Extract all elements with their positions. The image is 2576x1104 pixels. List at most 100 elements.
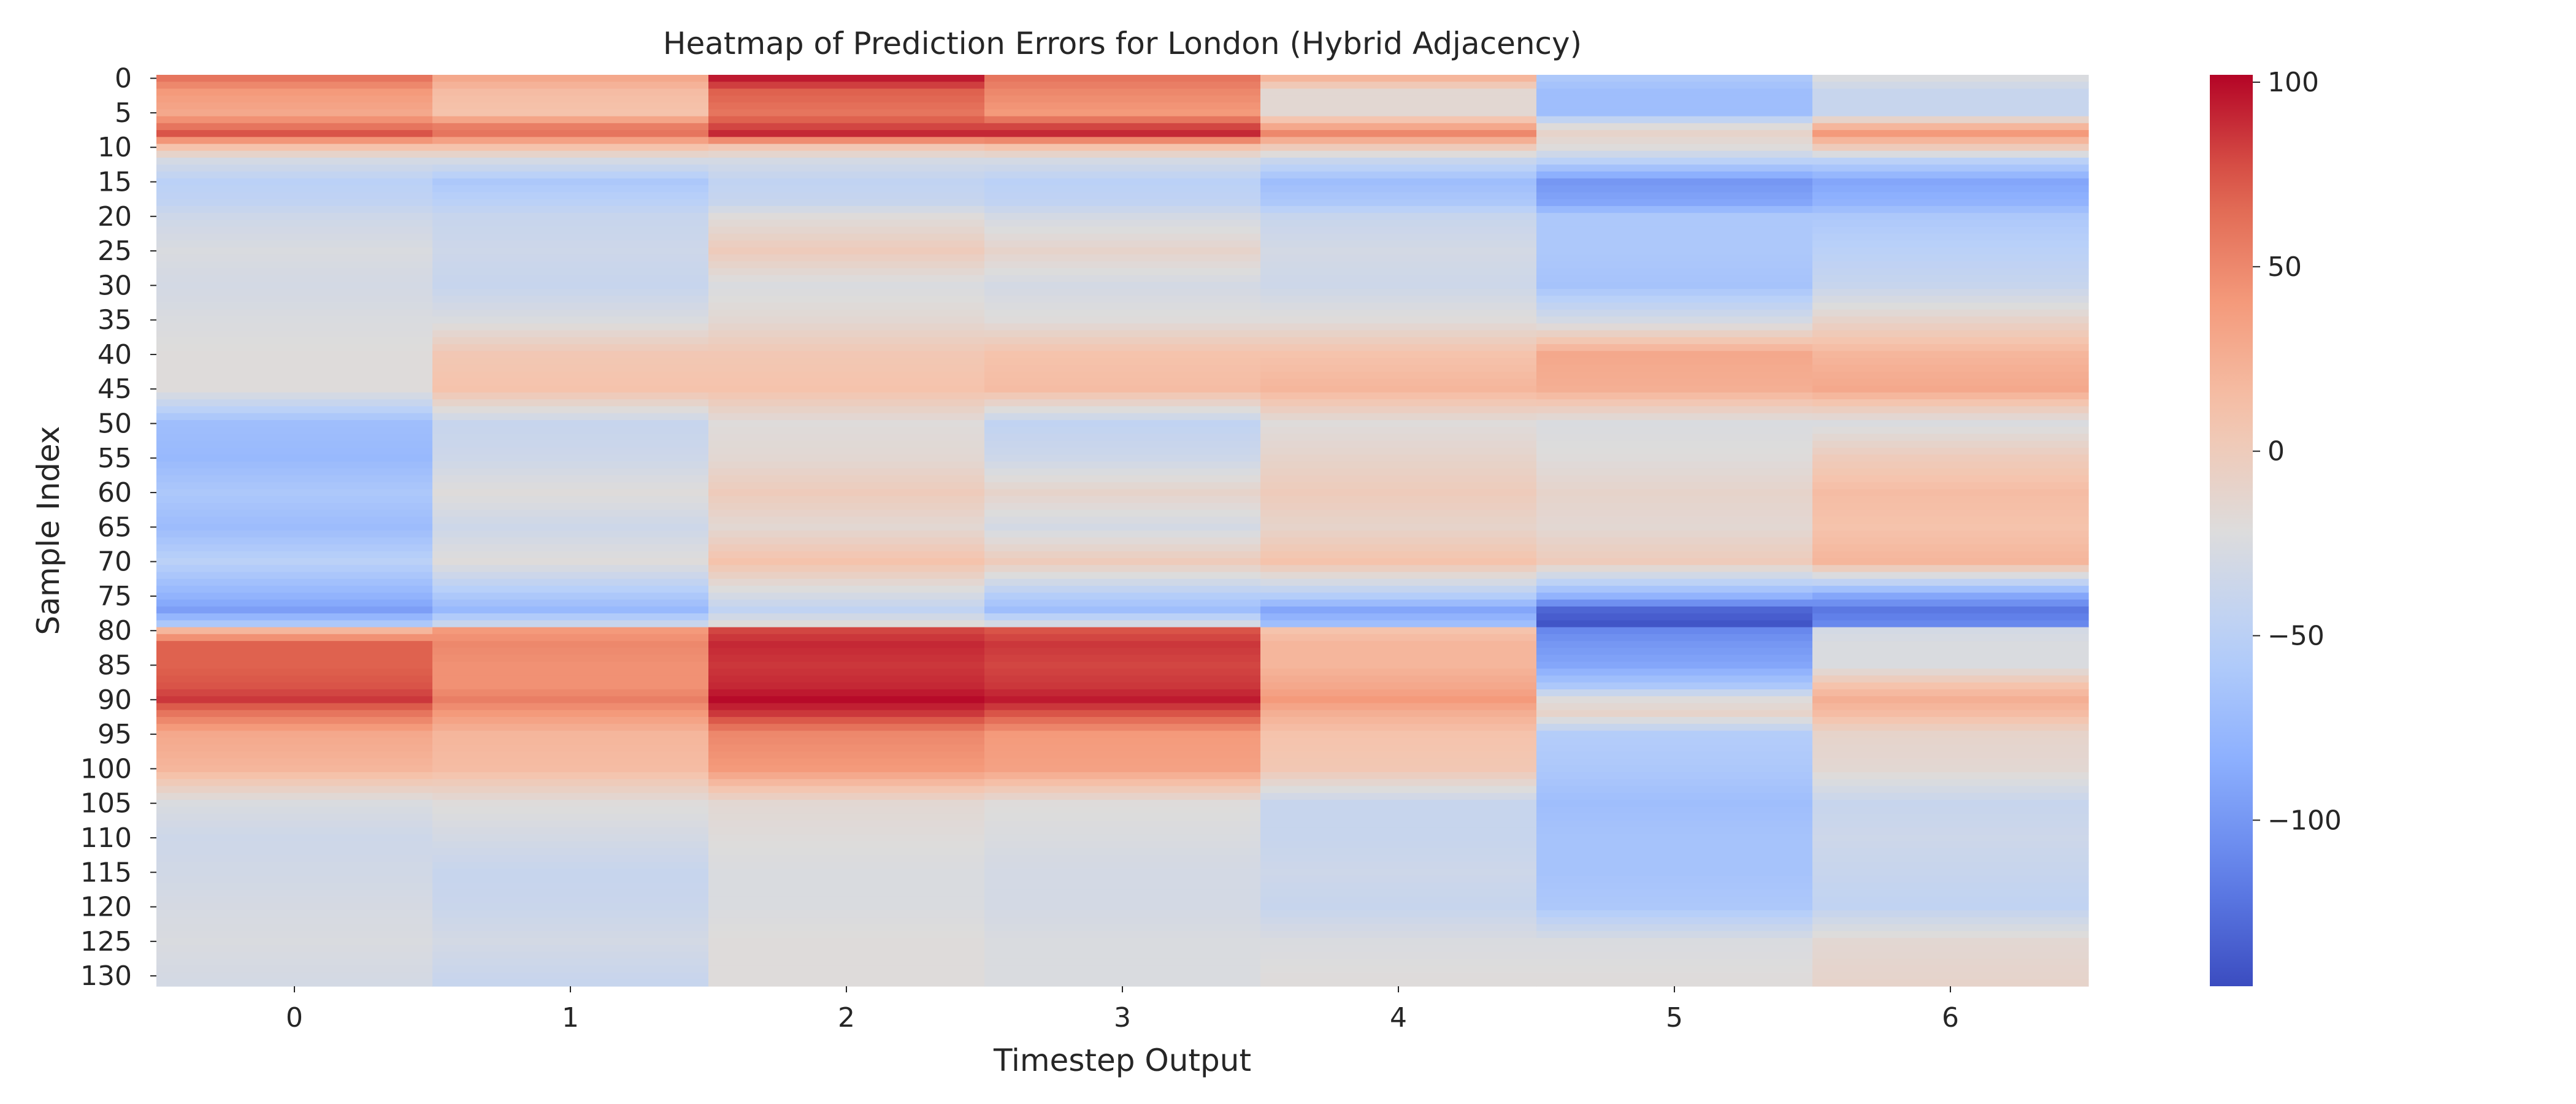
- heatmap-cell: [984, 862, 1261, 870]
- heatmap-cell: [1812, 965, 2089, 973]
- heatmap-cell: [1536, 440, 1813, 448]
- heatmap-cell: [1260, 233, 1537, 241]
- heatmap-cell: [156, 123, 433, 131]
- heatmap-cell: [432, 578, 709, 586]
- heatmap-cell: [708, 572, 985, 580]
- heatmap-cell: [1260, 641, 1537, 648]
- heatmap-cell: [1812, 654, 2089, 662]
- heatmap-cell: [1260, 938, 1537, 946]
- heatmap-cell: [984, 82, 1261, 90]
- heatmap-cell: [156, 807, 433, 815]
- heatmap-cell: [1260, 95, 1537, 103]
- heatmap-cell: [708, 716, 985, 724]
- heatmap-cell: [1536, 910, 1813, 918]
- heatmap-cell: [432, 807, 709, 815]
- heatmap-cell: [432, 296, 709, 304]
- heatmap-cell: [156, 392, 433, 400]
- y-tick-label: 5: [115, 98, 132, 129]
- colorbar-tick-label: 50: [2267, 251, 2302, 283]
- heatmap-cell: [156, 226, 433, 234]
- heatmap-cell: [1536, 351, 1813, 359]
- heatmap-cell: [432, 689, 709, 697]
- heatmap-cell: [1536, 578, 1813, 586]
- heatmap-cell: [984, 868, 1261, 876]
- heatmap-cell: [1812, 661, 2089, 669]
- heatmap-cell: [1260, 669, 1537, 677]
- x-tick-label: 2: [838, 1002, 855, 1033]
- heatmap-cell: [432, 917, 709, 925]
- heatmap-cell: [708, 565, 985, 573]
- heatmap-cell: [156, 710, 433, 718]
- heatmap-cell: [432, 951, 709, 959]
- colorbar-tick-label: 100: [2267, 67, 2319, 98]
- heatmap-cell: [432, 868, 709, 876]
- heatmap-cell: [984, 496, 1261, 504]
- heatmap-cell: [984, 710, 1261, 718]
- y-tick-label: 30: [98, 270, 132, 301]
- heatmap-cell: [708, 903, 985, 911]
- heatmap-cell: [984, 233, 1261, 241]
- heatmap-cell: [1812, 730, 2089, 738]
- heatmap-cell: [432, 302, 709, 310]
- heatmap-cell: [984, 938, 1261, 946]
- heatmap-cell: [984, 558, 1261, 565]
- heatmap-cell: [432, 606, 709, 614]
- heatmap-cell: [432, 558, 709, 565]
- heatmap-cell: [708, 586, 985, 593]
- heatmap-cell: [984, 965, 1261, 973]
- heatmap-cell: [1260, 682, 1537, 690]
- heatmap-cell: [984, 364, 1261, 372]
- heatmap-cell: [1536, 772, 1813, 780]
- heatmap-cell: [1260, 496, 1537, 504]
- heatmap-cell: [1260, 454, 1537, 462]
- heatmap-cell: [1812, 531, 2089, 538]
- heatmap-cell: [984, 883, 1261, 890]
- heatmap-cell: [156, 703, 433, 711]
- heatmap-cell: [432, 661, 709, 669]
- heatmap-cell: [1536, 523, 1813, 531]
- heatmap-cell: [1260, 144, 1537, 151]
- heatmap-cell: [1260, 385, 1537, 393]
- heatmap-cell: [1260, 813, 1537, 821]
- heatmap-cell: [156, 75, 433, 82]
- heatmap-cell: [432, 261, 709, 269]
- heatmap-cell: [1536, 102, 1813, 110]
- heatmap-cell: [156, 675, 433, 683]
- heatmap-cell: [708, 178, 985, 186]
- heatmap-cell: [1812, 240, 2089, 248]
- heatmap-cell: [984, 820, 1261, 828]
- heatmap-cell: [708, 641, 985, 648]
- heatmap-cell: [1536, 302, 1813, 310]
- heatmap-cell: [1260, 945, 1537, 953]
- heatmap-cell: [984, 523, 1261, 531]
- heatmap-cell: [984, 385, 1261, 393]
- heatmap-cell: [708, 468, 985, 476]
- heatmap-cell: [984, 834, 1261, 842]
- heatmap-cell: [1260, 544, 1537, 552]
- heatmap-cell: [984, 205, 1261, 213]
- heatmap-cell: [156, 820, 433, 828]
- heatmap-cell: [984, 875, 1261, 883]
- heatmap-cell: [1812, 309, 2089, 317]
- heatmap-cell: [1260, 903, 1537, 911]
- heatmap-cell: [984, 531, 1261, 538]
- heatmap-cell: [1260, 185, 1537, 193]
- heatmap-cell: [708, 95, 985, 103]
- heatmap-cell: [1260, 288, 1537, 296]
- heatmap-cell: [156, 868, 433, 876]
- heatmap-cell: [156, 309, 433, 317]
- heatmap-cell: [1260, 178, 1537, 186]
- heatmap-cell: [708, 392, 985, 400]
- heatmap-cell: [708, 88, 985, 96]
- y-tick-label: 85: [98, 650, 132, 681]
- heatmap-cell: [1536, 282, 1813, 289]
- heatmap-cell: [708, 351, 985, 359]
- heatmap-cell: [432, 855, 709, 862]
- heatmap-cell: [1536, 205, 1813, 213]
- heatmap-cell: [1812, 254, 2089, 262]
- heatmap-cell: [1260, 558, 1537, 565]
- heatmap-cell: [1260, 316, 1537, 324]
- heatmap-cell: [1260, 516, 1537, 524]
- heatmap-cell: [984, 606, 1261, 614]
- heatmap-cell: [1536, 275, 1813, 283]
